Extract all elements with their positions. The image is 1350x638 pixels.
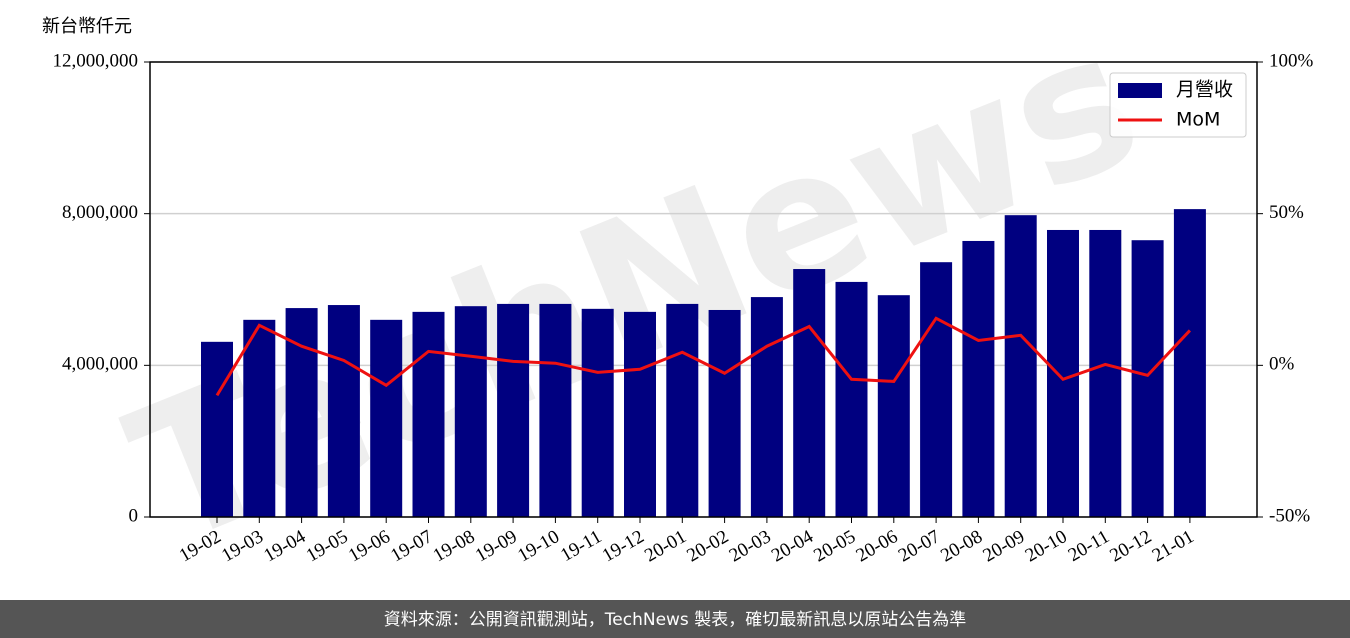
legend-label: MoM: [1176, 109, 1220, 131]
y-tick-label: 12,000,000: [53, 50, 139, 71]
bar: [708, 309, 741, 517]
bar: [1004, 215, 1037, 517]
bar: [497, 303, 530, 517]
bar: [835, 281, 868, 517]
bar: [327, 305, 360, 517]
bar: [624, 311, 656, 517]
bar: [201, 341, 233, 517]
line: [215, 316, 1191, 397]
y-tick-label: 8,000,000: [62, 202, 138, 223]
bar: [1131, 240, 1164, 518]
legend-label: 月營收: [1176, 79, 1233, 101]
bar: [793, 269, 826, 517]
footer: 資料來源：公開資訊觀測站，TechNews 製表，確切最新訊息以原站公告為準: [384, 610, 966, 630]
footer-band: [0, 600, 1350, 638]
y2-tick-label: 100%: [1269, 50, 1314, 71]
y2-tick-label: 0%: [1269, 354, 1295, 375]
bar: [962, 240, 995, 517]
bar: [1173, 209, 1206, 517]
bar: [877, 295, 910, 517]
bar: [370, 319, 403, 517]
y2-tick-label: -50%: [1269, 505, 1310, 526]
bar: [750, 297, 783, 517]
bar: [666, 303, 699, 517]
bar: [581, 308, 614, 517]
y-tick-label: 4,000,000: [62, 354, 138, 375]
plot-frame: [149, 61, 1258, 518]
legend-swatch: [1118, 83, 1162, 98]
y-tick-label: 0: [129, 505, 139, 526]
bar: [454, 306, 487, 517]
bar: [412, 311, 445, 517]
bar: [1089, 229, 1122, 518]
bar: [285, 308, 318, 517]
bar: [1047, 229, 1079, 518]
y-axis-label: 新台幣仟元: [42, 16, 132, 37]
bar: [243, 319, 276, 517]
y2-tick-label: 50%: [1269, 202, 1304, 223]
bar: [539, 303, 572, 517]
bar: [920, 262, 953, 517]
